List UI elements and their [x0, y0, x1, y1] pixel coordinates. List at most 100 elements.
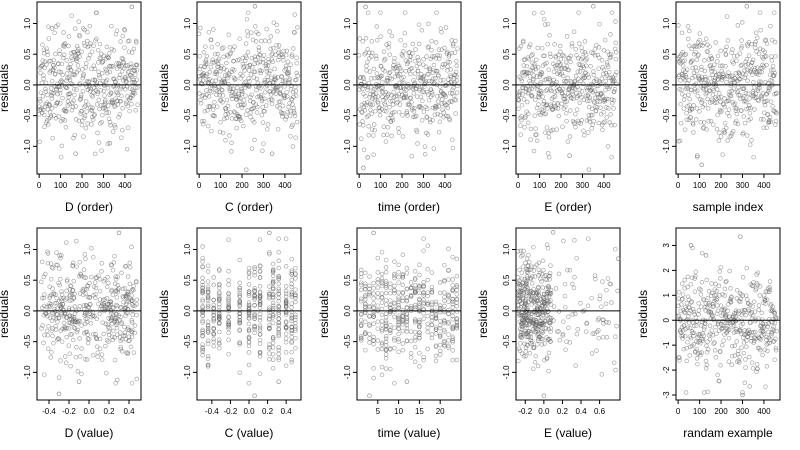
data-point	[103, 107, 109, 112]
data-point	[383, 283, 389, 288]
data-point	[232, 44, 237, 49]
data-point	[726, 327, 732, 332]
data-point	[94, 36, 99, 42]
data-point	[612, 122, 617, 128]
data-point	[371, 305, 376, 310]
data-point	[701, 125, 706, 130]
data-point	[437, 290, 443, 296]
data-point	[718, 276, 723, 281]
data-point	[205, 263, 211, 269]
x-tick-label: 300	[97, 181, 111, 190]
data-point	[453, 69, 459, 75]
y-tick-label: -1.0	[343, 365, 352, 379]
data-point	[115, 102, 121, 107]
data-point	[517, 88, 523, 94]
data-point	[526, 44, 532, 50]
data-point	[722, 129, 728, 135]
data-point	[543, 88, 549, 94]
x-tick-label: 200	[75, 181, 89, 190]
data-point	[556, 271, 562, 277]
data-point	[55, 319, 60, 324]
data-point	[58, 255, 63, 261]
data-point	[65, 277, 70, 282]
data-point	[773, 53, 778, 59]
data-point	[123, 293, 128, 299]
data-point	[408, 351, 414, 356]
data-point	[724, 278, 729, 284]
data-point	[49, 318, 55, 323]
data-point	[412, 71, 418, 76]
data-point	[392, 380, 397, 386]
data-point	[129, 380, 135, 386]
data-point	[437, 332, 443, 337]
data-point	[400, 134, 406, 139]
data-point	[113, 302, 119, 308]
data-point	[371, 291, 376, 296]
data-point	[367, 69, 373, 74]
data-point	[705, 339, 710, 344]
data-point	[759, 93, 764, 98]
data-point	[49, 328, 55, 333]
data-point	[371, 338, 376, 343]
data-point	[67, 293, 72, 298]
y-tick-label: -0.5	[502, 334, 511, 348]
data-point	[113, 276, 119, 282]
data-point	[703, 366, 709, 371]
data-point	[450, 340, 455, 345]
data-point	[217, 340, 222, 346]
data-point	[442, 318, 447, 323]
data-point	[447, 117, 452, 123]
data-point	[752, 107, 757, 112]
data-point	[417, 364, 422, 369]
data-point	[371, 366, 376, 371]
data-point	[130, 303, 136, 308]
data-point	[738, 96, 743, 102]
data-point	[542, 341, 547, 346]
data-point	[417, 350, 422, 356]
data-point	[518, 132, 523, 137]
data-point	[614, 323, 619, 329]
data-point	[392, 74, 398, 79]
data-point	[246, 321, 252, 327]
data-point	[396, 305, 401, 311]
data-point	[454, 284, 460, 290]
data-point	[713, 324, 718, 330]
data-point	[695, 88, 700, 94]
data-point	[289, 54, 295, 59]
data-point	[52, 30, 57, 36]
data-point	[265, 122, 271, 127]
data-point	[600, 334, 606, 340]
data-point	[366, 132, 372, 138]
data-point	[41, 73, 46, 78]
data-point	[116, 92, 121, 98]
data-point	[97, 297, 103, 302]
data-point	[363, 294, 368, 300]
data-point	[378, 34, 383, 39]
data-point	[684, 86, 689, 91]
data-point	[605, 62, 610, 67]
data-point	[539, 71, 545, 76]
data-point	[696, 301, 701, 306]
data-point	[737, 360, 742, 365]
data-point	[433, 358, 439, 364]
data-point	[100, 59, 106, 64]
data-point	[725, 320, 731, 326]
data-point	[427, 66, 433, 71]
data-point	[73, 151, 78, 156]
data-point	[744, 99, 749, 105]
data-point	[292, 30, 297, 35]
data-point	[257, 293, 263, 299]
data-point	[122, 45, 127, 50]
data-point	[695, 93, 700, 99]
data-point	[273, 76, 278, 81]
data-point	[421, 300, 426, 305]
data-point	[606, 106, 611, 111]
data-point	[241, 123, 246, 129]
data-point	[257, 337, 263, 343]
data-point	[375, 326, 381, 331]
data-point	[261, 141, 266, 146]
data-point	[367, 322, 372, 327]
data-point	[109, 287, 115, 293]
data-point	[68, 292, 73, 297]
